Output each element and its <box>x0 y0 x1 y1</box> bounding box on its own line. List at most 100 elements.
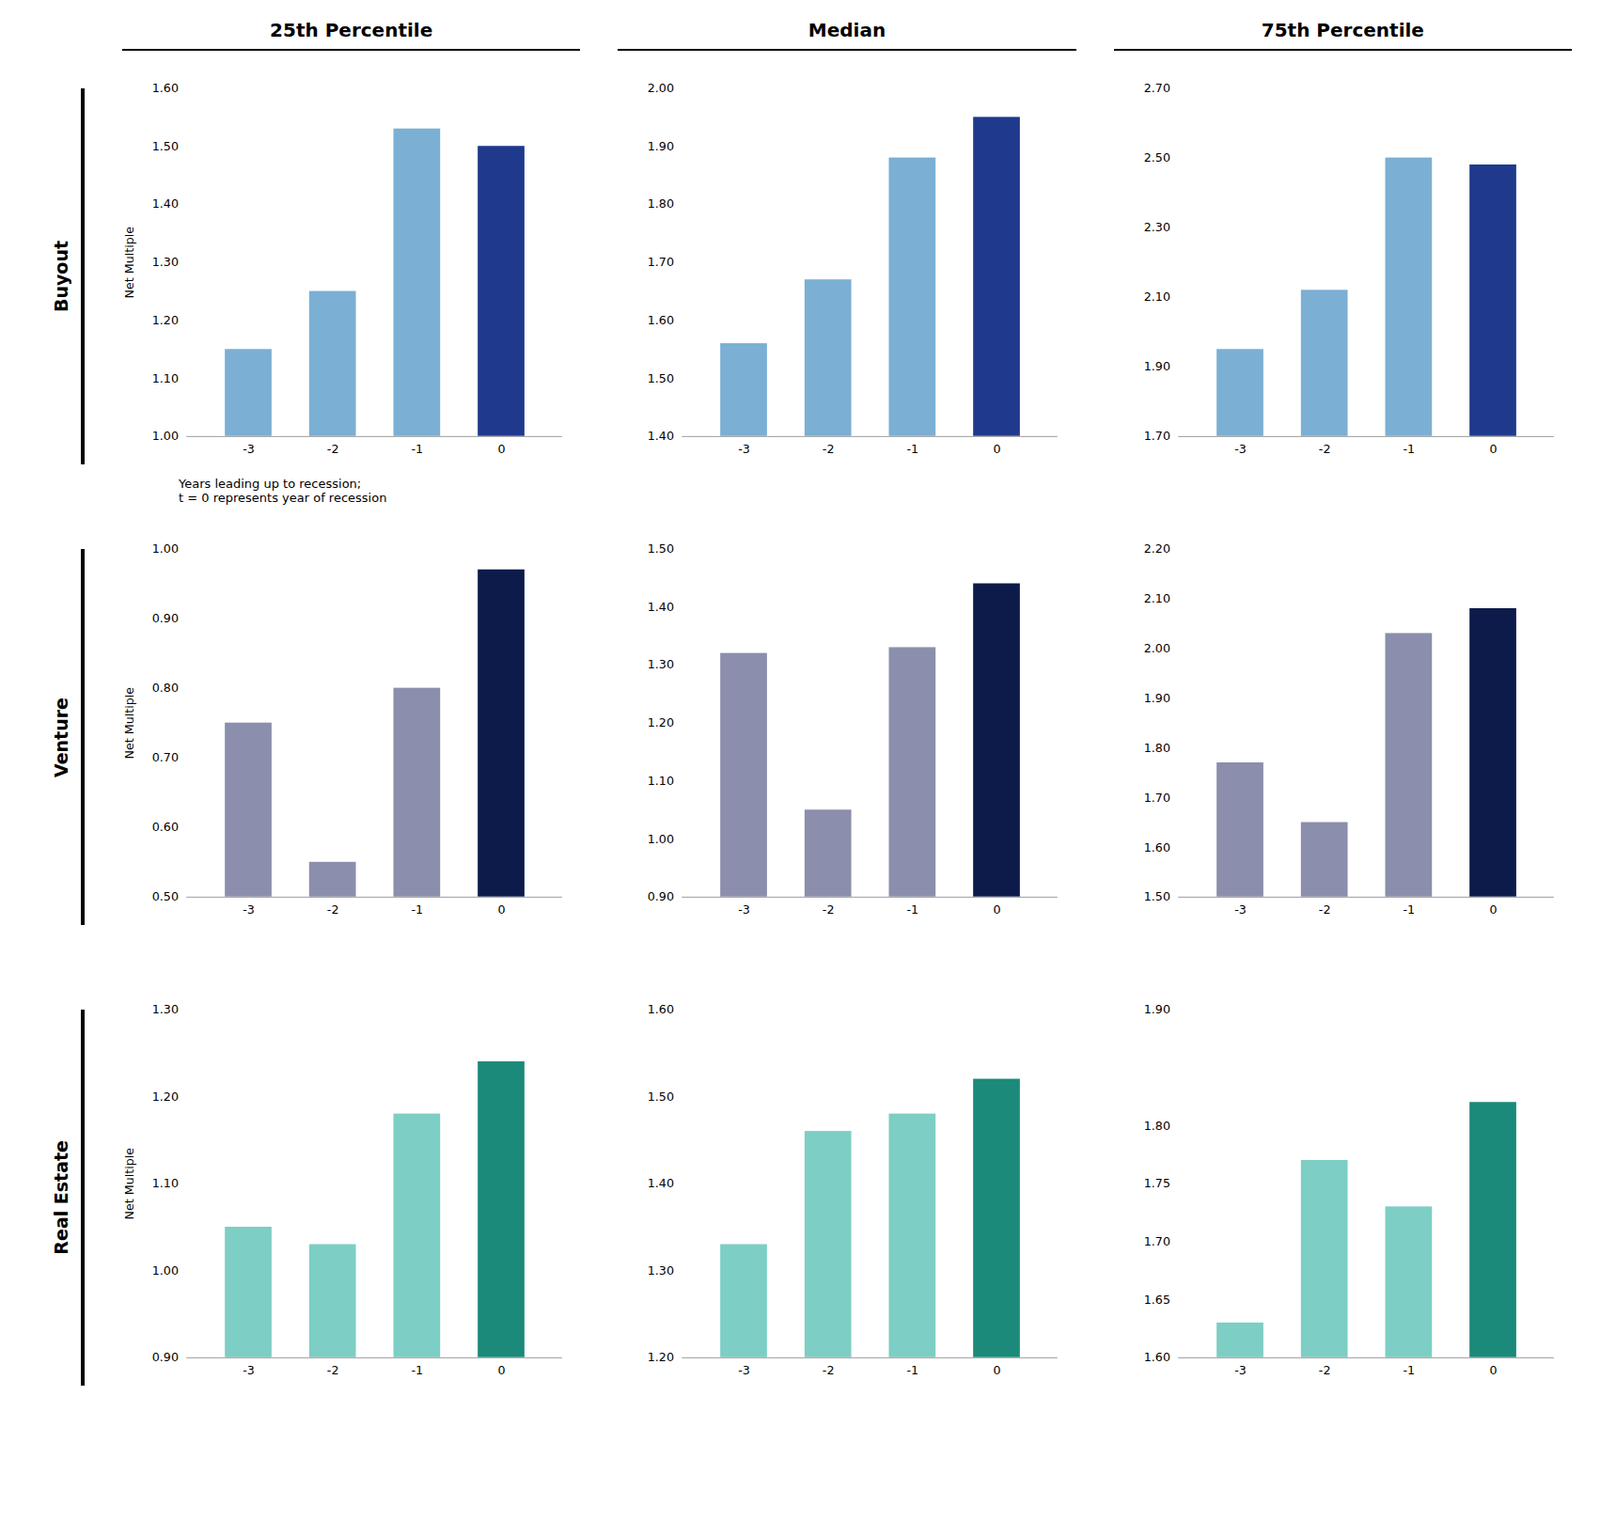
svg-text:Net Multiple: Net Multiple <box>122 1147 137 1221</box>
svg-text:1.50: 1.50 <box>647 1089 675 1104</box>
svg-text:0: 0 <box>993 1363 1002 1378</box>
svg-text:0: 0 <box>497 441 505 456</box>
svg-text:-2: -2 <box>822 902 835 917</box>
svg-text:-1: -1 <box>411 902 424 917</box>
svg-text:1.60: 1.60 <box>647 1002 675 1017</box>
svg-text:0: 0 <box>497 902 505 917</box>
svg-text:0.90: 0.90 <box>152 611 179 626</box>
svg-text:1.00: 1.00 <box>152 541 179 556</box>
svg-text:1.50: 1.50 <box>647 371 675 386</box>
svg-text:1.75: 1.75 <box>1143 1176 1170 1191</box>
svg-text:1.70: 1.70 <box>1143 1234 1170 1249</box>
svg-text:1.10: 1.10 <box>647 773 675 788</box>
svg-text:-3: -3 <box>242 902 255 917</box>
svg-text:-1: -1 <box>1402 1363 1415 1378</box>
svg-text:1.60: 1.60 <box>152 80 179 95</box>
svg-text:1.20: 1.20 <box>647 1349 675 1365</box>
svg-text:0.80: 0.80 <box>152 680 179 695</box>
svg-text:-1: -1 <box>907 902 920 917</box>
svg-text:-2: -2 <box>1318 441 1332 456</box>
svg-text:0: 0 <box>993 441 1002 456</box>
html-text:Years leading up to recession;: Years leading up to recession; t = 0 rep… <box>178 476 387 505</box>
svg-text:2.10: 2.10 <box>1143 591 1170 606</box>
svg-text:-2: -2 <box>327 902 340 917</box>
svg-text:1.20: 1.20 <box>152 313 179 328</box>
svg-text:-3: -3 <box>738 902 752 917</box>
svg-text:1.60: 1.60 <box>647 313 675 328</box>
svg-text:1.90: 1.90 <box>1143 690 1170 706</box>
svg-text:1.90: 1.90 <box>1143 1002 1170 1017</box>
svg-text:0.60: 0.60 <box>152 819 179 834</box>
svg-text:0: 0 <box>1489 902 1497 917</box>
svg-text:2.10: 2.10 <box>1143 289 1170 304</box>
svg-text:1.30: 1.30 <box>647 657 675 672</box>
svg-text:1.60: 1.60 <box>1143 1349 1170 1365</box>
svg-text:-3: -3 <box>738 441 752 456</box>
svg-text:1.65: 1.65 <box>1143 1292 1170 1307</box>
svg-text:1.50: 1.50 <box>1143 889 1170 904</box>
svg-text:-2: -2 <box>1318 1363 1332 1378</box>
svg-text:-3: -3 <box>1234 1363 1247 1378</box>
svg-text:1.20: 1.20 <box>152 1089 179 1104</box>
svg-text:1.30: 1.30 <box>647 1263 675 1278</box>
svg-text:2.00: 2.00 <box>647 80 675 95</box>
svg-text:-1: -1 <box>907 441 920 456</box>
svg-text:1.80: 1.80 <box>1143 1117 1170 1132</box>
html-text:Median: Median <box>808 18 886 42</box>
svg-text:1.80: 1.80 <box>647 196 675 211</box>
svg-text:1.00: 1.00 <box>152 1263 179 1278</box>
svg-text:-1: -1 <box>907 1363 920 1378</box>
svg-text:1.10: 1.10 <box>152 1176 179 1191</box>
svg-text:-2: -2 <box>327 441 340 456</box>
svg-text:-1: -1 <box>1402 441 1415 456</box>
svg-text:0.70: 0.70 <box>152 750 179 765</box>
svg-text:-2: -2 <box>1318 902 1332 917</box>
svg-text:-2: -2 <box>327 1363 340 1378</box>
svg-text:-3: -3 <box>738 1363 752 1378</box>
svg-text:2.00: 2.00 <box>1143 641 1170 656</box>
svg-text:1.30: 1.30 <box>152 254 179 269</box>
svg-text:-3: -3 <box>1234 441 1247 456</box>
svg-text:-1: -1 <box>1402 902 1415 917</box>
svg-text:1.40: 1.40 <box>152 196 179 211</box>
svg-text:1.90: 1.90 <box>1143 359 1170 374</box>
svg-text:-3: -3 <box>242 1363 255 1378</box>
svg-text:Net Multiple: Net Multiple <box>122 687 137 760</box>
svg-text:2.70: 2.70 <box>1143 80 1170 95</box>
html-text:25th Percentile: 25th Percentile <box>269 18 433 42</box>
svg-text:1.60: 1.60 <box>1143 840 1170 855</box>
svg-text:2.30: 2.30 <box>1143 219 1170 235</box>
svg-text:Net Multiple: Net Multiple <box>122 226 137 299</box>
svg-text:0.90: 0.90 <box>647 889 675 904</box>
svg-text:1.80: 1.80 <box>1143 740 1170 755</box>
svg-text:1.40: 1.40 <box>647 428 675 443</box>
svg-text:1.70: 1.70 <box>647 254 675 269</box>
html-text:75th Percentile: 75th Percentile <box>1261 18 1425 42</box>
svg-text:-3: -3 <box>1234 902 1247 917</box>
svg-text:-3: -3 <box>242 441 255 456</box>
svg-text:1.70: 1.70 <box>1143 790 1170 805</box>
svg-text:0: 0 <box>1489 1363 1497 1378</box>
svg-text:1.90: 1.90 <box>647 139 675 154</box>
svg-text:1.50: 1.50 <box>152 139 179 154</box>
svg-text:0: 0 <box>497 1363 505 1378</box>
svg-text:-1: -1 <box>411 1363 424 1378</box>
svg-text:1.30: 1.30 <box>152 1002 179 1017</box>
svg-text:-2: -2 <box>822 441 835 456</box>
svg-text:-2: -2 <box>822 1363 835 1378</box>
svg-text:2.20: 2.20 <box>1143 541 1170 556</box>
svg-text:1.70: 1.70 <box>1143 428 1170 443</box>
svg-text:0.90: 0.90 <box>152 1349 179 1365</box>
svg-text:2.50: 2.50 <box>1143 150 1170 165</box>
svg-text:1.40: 1.40 <box>647 1176 675 1191</box>
svg-text:1.20: 1.20 <box>647 715 675 730</box>
svg-text:-1: -1 <box>411 441 424 456</box>
svg-text:1.10: 1.10 <box>152 371 179 386</box>
svg-text:0: 0 <box>993 902 1002 917</box>
svg-text:0: 0 <box>1489 441 1497 456</box>
svg-text:1.00: 1.00 <box>152 428 179 443</box>
svg-text:0.50: 0.50 <box>152 889 179 904</box>
svg-text:1.00: 1.00 <box>647 831 675 847</box>
svg-text:1.40: 1.40 <box>647 599 675 614</box>
svg-text:1.50: 1.50 <box>647 541 675 556</box>
